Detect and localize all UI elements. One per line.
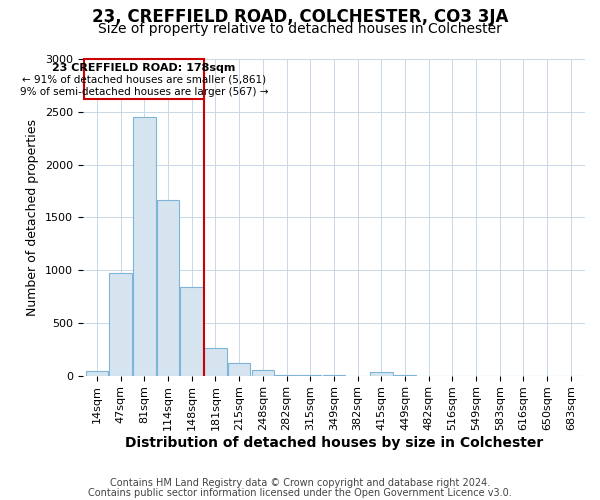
Text: ← 91% of detached houses are smaller (5,861): ← 91% of detached houses are smaller (5,…: [22, 75, 266, 85]
Bar: [157, 200, 179, 376]
Text: Contains public sector information licensed under the Open Government Licence v3: Contains public sector information licen…: [88, 488, 512, 498]
Text: Size of property relative to detached houses in Colchester: Size of property relative to detached ho…: [98, 22, 502, 36]
Bar: [251, 370, 274, 376]
Bar: [370, 372, 392, 376]
Bar: [394, 374, 416, 376]
Text: 23 CREFFIELD ROAD: 178sqm: 23 CREFFIELD ROAD: 178sqm: [52, 63, 235, 73]
X-axis label: Distribution of detached houses by size in Colchester: Distribution of detached houses by size …: [125, 436, 543, 450]
Bar: [86, 371, 108, 376]
Bar: [133, 117, 155, 376]
Bar: [204, 348, 227, 376]
Bar: [275, 375, 298, 376]
Bar: [228, 363, 250, 376]
Text: Contains HM Land Registry data © Crown copyright and database right 2024.: Contains HM Land Registry data © Crown c…: [110, 478, 490, 488]
FancyBboxPatch shape: [84, 59, 203, 99]
Y-axis label: Number of detached properties: Number of detached properties: [26, 119, 40, 316]
Bar: [109, 272, 132, 376]
Text: 9% of semi-detached houses are larger (567) →: 9% of semi-detached houses are larger (5…: [20, 87, 268, 97]
Text: 23, CREFFIELD ROAD, COLCHESTER, CO3 3JA: 23, CREFFIELD ROAD, COLCHESTER, CO3 3JA: [92, 8, 508, 26]
Bar: [181, 287, 203, 376]
